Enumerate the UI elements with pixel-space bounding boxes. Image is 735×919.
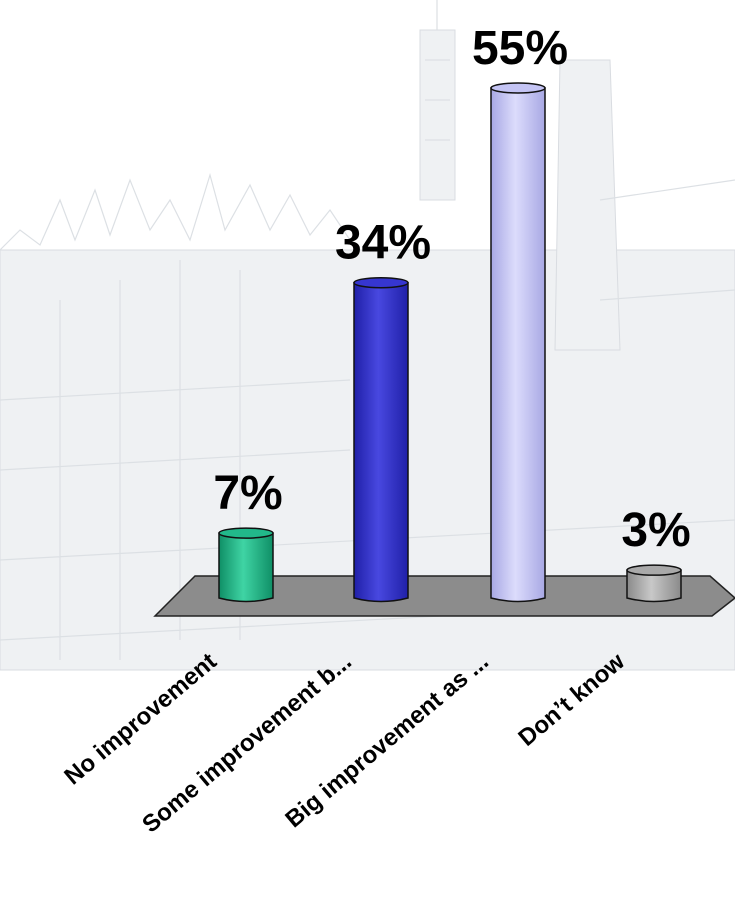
bar-cap-3 <box>490 82 546 94</box>
bar-cap-4 <box>626 564 682 576</box>
value-label-2: 34% <box>335 217 431 270</box>
bar-4 <box>626 569 682 603</box>
value-label-3: 55% <box>472 22 568 75</box>
bar-3 <box>490 87 546 603</box>
chart-floor <box>153 575 735 617</box>
value-label-4: 3% <box>621 504 690 557</box>
bar-1 <box>218 532 274 603</box>
bar-cap-2 <box>353 276 409 289</box>
value-labels-layer: 7% 34% 55% 3% <box>213 22 690 557</box>
bar-cap-1 <box>218 527 274 539</box>
value-label-1: 7% <box>213 467 282 520</box>
bars-layer <box>218 82 682 603</box>
bar-2 <box>353 281 409 603</box>
